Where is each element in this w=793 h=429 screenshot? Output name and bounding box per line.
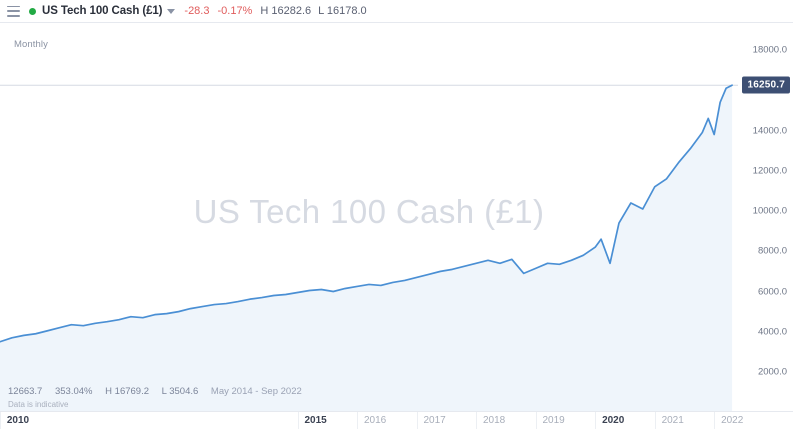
stats-last-value: 12663.7	[8, 386, 43, 397]
price-axis-tick: 10000.0	[752, 205, 787, 217]
price-axis-tick: 18000.0	[752, 44, 787, 56]
time-axis-tick: 2015	[304, 415, 327, 426]
time-axis-tick: 2018	[482, 415, 506, 426]
change-absolute: -28.3	[184, 5, 210, 17]
time-axis-tick: 2021	[661, 415, 684, 426]
stats-date-range: May 2014 - Sep 2022	[210, 386, 302, 397]
current-price-badge: 16250.7	[742, 76, 790, 94]
chart-stats-row: 12663.7 353.04% H 16769.2 L 3504.6 May 2…	[8, 386, 302, 397]
time-axis-separator	[714, 412, 716, 429]
data-indicative-disclaimer: Data is indicative	[8, 400, 69, 409]
stats-change-percent: 353.04%	[54, 386, 93, 397]
stats-high: H 16769.2	[105, 386, 152, 397]
header-low-label: L 16178.0	[318, 5, 367, 17]
time-axis-tick: 2017	[423, 415, 446, 426]
time-axis-separator	[654, 412, 656, 429]
stats-low: L 3504.6	[162, 386, 201, 397]
price-line	[0, 84, 733, 343]
price-axis-tick: 8000.0	[757, 245, 787, 257]
time-axis-tick: 2022	[721, 415, 744, 426]
chart-watermark: US Tech 100 Cash (£1)	[193, 193, 545, 230]
stats-high-value: 16769.2	[114, 386, 149, 397]
price-axis-tick: 4000.0	[757, 326, 787, 338]
time-axis-separator	[535, 412, 537, 429]
market-status-dot	[29, 7, 36, 15]
price-axis-tick: 14000.0	[752, 125, 787, 136]
chevron-down-icon[interactable]	[167, 8, 176, 14]
price-axis-tick: 6000.0	[757, 286, 787, 297]
chart-plot-area[interactable]: Monthly US Tech 100 Cash (£1)	[0, 23, 793, 411]
high-key: H	[260, 5, 269, 17]
price-axis-tick: 2000.0	[757, 366, 787, 378]
time-axis-separator	[357, 412, 359, 429]
price-axis-tick: 12000.0	[752, 165, 787, 177]
time-axis-separator	[476, 412, 478, 429]
instrument-title: US Tech 100 Cash (£1)	[42, 5, 163, 17]
stats-low-key: L	[161, 386, 167, 397]
stats-low-value: 3504.6	[169, 386, 199, 397]
hamburger-menu-icon[interactable]	[7, 5, 20, 17]
low-key: L	[318, 5, 324, 17]
timeframe-label: Monthly	[14, 39, 48, 50]
time-axis-separator	[416, 412, 418, 429]
stats-high-key: H	[105, 386, 113, 397]
change-percent: -0.17%	[217, 5, 253, 17]
time-axis-tick: 2019	[542, 415, 565, 426]
chart-header-bar: US Tech 100 Cash (£1) -28.3 -0.17% H 162…	[0, 0, 793, 23]
header-high-label: H 16282.6	[260, 5, 311, 17]
time-axis-separator	[297, 412, 299, 429]
time-axis-separator	[595, 412, 597, 429]
high-value: 16282.6	[271, 5, 312, 17]
low-value: 16178.0	[326, 5, 367, 17]
time-axis-tick: 2010	[6, 415, 30, 426]
time-axis[interactable]: 2010 2015 2016 2017 2018 2019 2020 2021 2022	[0, 411, 793, 429]
time-axis-tick: 2016	[363, 415, 387, 426]
price-area-fill	[0, 85, 733, 411]
time-axis-tick: 2020	[602, 415, 625, 426]
time-axis-separator	[0, 412, 1, 429]
price-series-svg	[0, 84, 793, 411]
price-axis[interactable]: 18000.0 14000.0 12000.0 10000.0 8000.0 6000.0…	[738, 23, 793, 411]
